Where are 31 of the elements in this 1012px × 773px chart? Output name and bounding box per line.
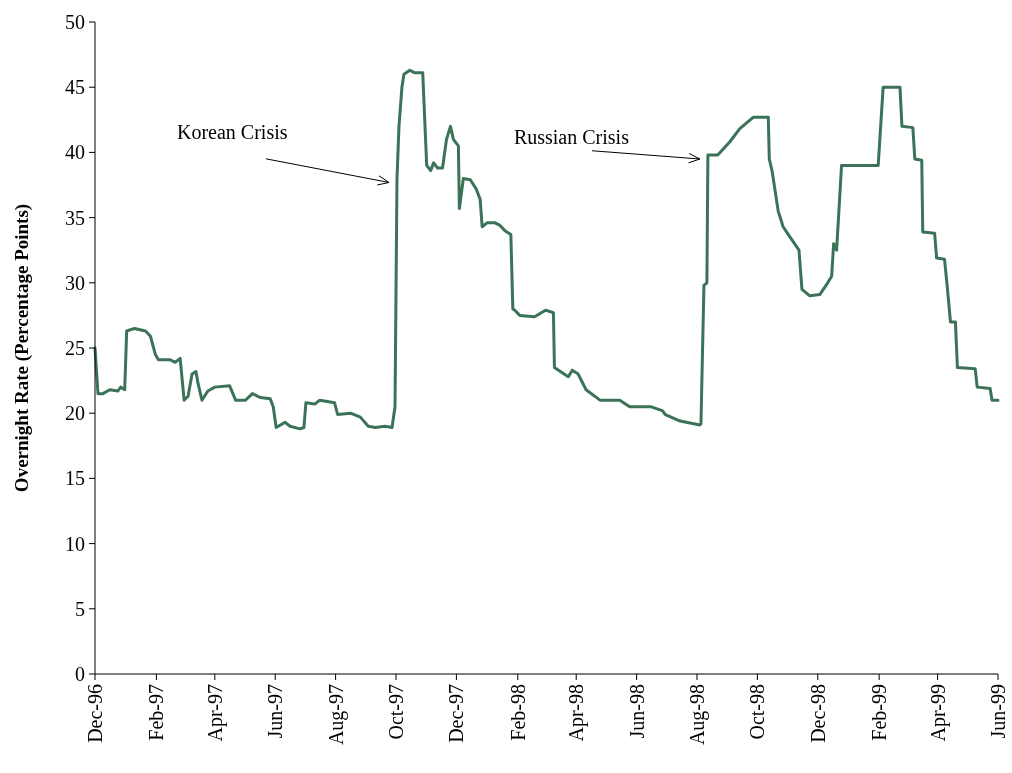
y-tick-label: 30 <box>65 271 85 294</box>
y-tick-label: 40 <box>65 141 85 164</box>
x-tick-label: Feb-98 <box>506 684 529 741</box>
y-tick-label: 35 <box>65 206 85 229</box>
x-tick-label: Jun-98 <box>625 684 648 739</box>
y-tick-label: 10 <box>65 532 85 555</box>
x-tick-label: Feb-97 <box>145 684 168 741</box>
y-axis-title: Overnight Rate (Percentage Points) <box>11 203 33 493</box>
x-tick-label: Apr-99 <box>926 684 950 742</box>
x-tick-label: Feb-99 <box>868 684 891 741</box>
x-tick-label: Oct-98 <box>746 684 769 740</box>
x-tick-label: Aug-98 <box>686 684 709 746</box>
y-tick-label: 50 <box>65 11 85 33</box>
x-tick-label: Jun-99 <box>987 684 1009 739</box>
x-tick-label: Oct-97 <box>385 684 407 740</box>
y-tick-label: 15 <box>65 467 85 490</box>
x-tick-label: Dec-96 <box>84 684 106 743</box>
y-tick-label: 5 <box>75 597 85 620</box>
x-tick-label: Dec-98 <box>806 684 829 743</box>
x-tick-label: Dec-97 <box>445 684 468 743</box>
x-tick-label: Apr-97 <box>203 684 227 742</box>
x-tick-label: Apr-98 <box>565 684 589 742</box>
y-tick-label: 20 <box>65 402 85 425</box>
annotation: Russian Crisis <box>513 126 630 149</box>
y-tick-label: 25 <box>65 337 85 359</box>
x-tick-label: Aug-97 <box>324 684 348 746</box>
x-tick-label: Jun-97 <box>264 684 287 739</box>
line-series <box>93 68 1000 431</box>
y-tick-label: 0 <box>75 663 85 685</box>
annotation: Korean Crisis <box>176 121 288 144</box>
y-tick-label: 45 <box>65 76 85 99</box>
